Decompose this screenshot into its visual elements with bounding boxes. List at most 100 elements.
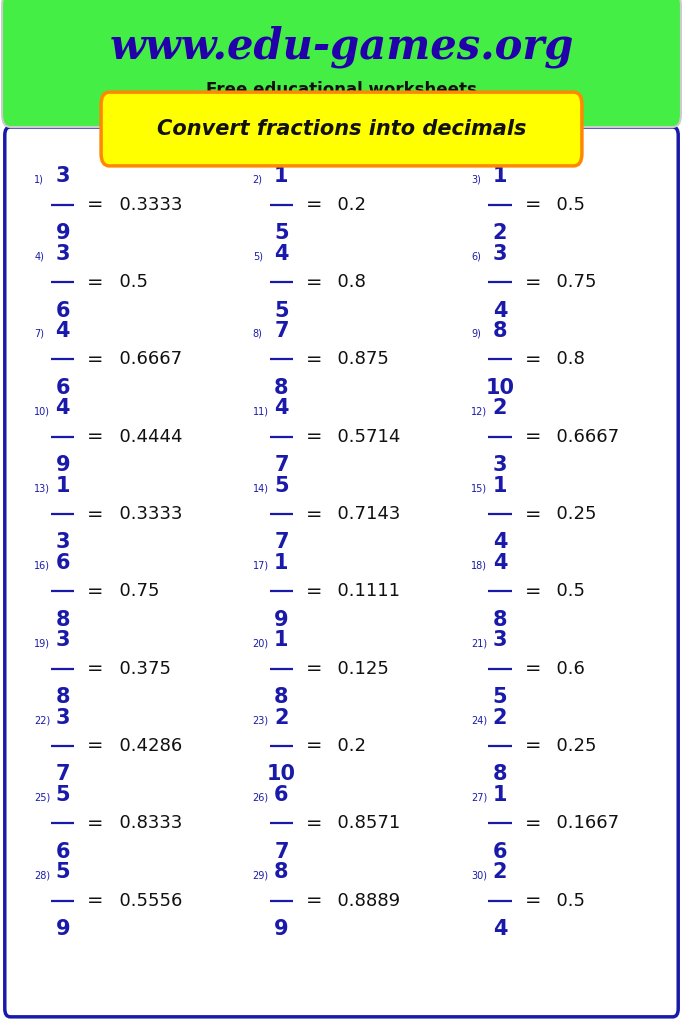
Text: 18): 18) [471, 561, 487, 570]
Text: 8): 8) [253, 329, 262, 339]
Text: 23): 23) [253, 716, 269, 725]
Text: =: = [306, 272, 322, 292]
Text: 4: 4 [492, 920, 507, 939]
Text: 7): 7) [34, 329, 44, 339]
Text: =: = [306, 505, 322, 523]
Text: 1: 1 [55, 475, 70, 496]
Text: 10: 10 [486, 378, 514, 398]
Text: =: = [87, 272, 104, 292]
Text: Convert fractions into decimals: Convert fractions into decimals [157, 119, 526, 139]
Text: 4): 4) [34, 252, 44, 261]
Text: 3: 3 [55, 708, 70, 727]
Text: 6): 6) [471, 252, 481, 261]
Text: 2: 2 [492, 223, 507, 244]
Text: 0.25: 0.25 [545, 737, 596, 755]
Text: 0.4444: 0.4444 [108, 428, 182, 445]
Text: 1: 1 [274, 166, 289, 186]
Text: 21): 21) [471, 638, 488, 648]
Text: 3: 3 [55, 244, 70, 263]
Text: 5: 5 [274, 223, 289, 244]
Text: 0.4286: 0.4286 [108, 737, 182, 755]
Text: 0.8: 0.8 [326, 273, 366, 291]
Text: 5: 5 [492, 687, 507, 708]
Text: 1: 1 [492, 475, 507, 496]
Text: =: = [525, 427, 541, 446]
Text: 9: 9 [274, 609, 289, 630]
Text: =: = [87, 736, 104, 756]
Text: 0.5714: 0.5714 [326, 428, 401, 445]
Text: 10: 10 [267, 764, 296, 784]
Text: 1: 1 [492, 166, 507, 186]
Text: 5: 5 [274, 475, 289, 496]
Text: 2): 2) [253, 174, 263, 184]
Text: =: = [87, 505, 104, 523]
Text: 9): 9) [471, 329, 481, 339]
Text: 0.3333: 0.3333 [108, 196, 182, 214]
Text: 11): 11) [253, 407, 268, 416]
Text: 2: 2 [492, 708, 507, 727]
Text: 3: 3 [492, 455, 507, 475]
Text: 10): 10) [34, 407, 50, 416]
Text: 0.3333: 0.3333 [108, 505, 182, 523]
Text: 4: 4 [492, 532, 507, 553]
Text: 0.25: 0.25 [545, 505, 596, 523]
Text: 8: 8 [274, 862, 289, 882]
Text: 7: 7 [274, 321, 289, 341]
Text: 8: 8 [274, 687, 289, 708]
Text: 1): 1) [34, 174, 44, 184]
Text: Free educational worksheets: Free educational worksheets [206, 81, 477, 99]
Text: 3: 3 [492, 630, 507, 650]
Text: =: = [87, 659, 104, 678]
Text: =: = [306, 736, 322, 756]
Text: 0.875: 0.875 [326, 350, 389, 369]
Text: 4: 4 [492, 553, 507, 572]
Text: =: = [525, 272, 541, 292]
Text: =: = [87, 582, 104, 601]
Text: 19): 19) [34, 638, 50, 648]
Text: 24): 24) [471, 716, 488, 725]
Text: 9: 9 [55, 223, 70, 244]
Text: 27): 27) [471, 793, 488, 803]
Text: 0.5: 0.5 [545, 892, 585, 909]
Text: 0.2: 0.2 [326, 196, 367, 214]
Text: 0.125: 0.125 [326, 659, 389, 678]
FancyBboxPatch shape [2, 0, 681, 127]
Text: 0.5: 0.5 [545, 196, 585, 214]
Text: 0.8333: 0.8333 [108, 814, 182, 833]
Text: 4: 4 [55, 398, 70, 418]
Text: 3: 3 [55, 532, 70, 553]
Text: 3: 3 [55, 630, 70, 650]
Text: 7: 7 [274, 532, 289, 553]
Text: 3: 3 [55, 166, 70, 186]
Text: 0.6: 0.6 [545, 659, 585, 678]
Text: 2: 2 [274, 708, 289, 727]
Text: 6: 6 [492, 842, 507, 862]
Text: =: = [306, 659, 322, 678]
Text: 4: 4 [274, 244, 289, 263]
Text: 30): 30) [471, 870, 487, 880]
Text: =: = [87, 196, 104, 214]
Text: www.edu-games.org: www.edu-games.org [109, 26, 574, 69]
Text: 15): 15) [471, 483, 488, 494]
Text: =: = [525, 736, 541, 756]
Text: =: = [87, 427, 104, 446]
Text: 8: 8 [274, 378, 289, 398]
Text: 20): 20) [253, 638, 269, 648]
Text: 8: 8 [492, 609, 507, 630]
Text: =: = [525, 505, 541, 523]
Text: =: = [525, 659, 541, 678]
Text: 7: 7 [274, 842, 289, 862]
Text: 0.75: 0.75 [545, 273, 596, 291]
Text: =: = [87, 891, 104, 910]
Text: 2: 2 [492, 862, 507, 882]
Text: 14): 14) [253, 483, 268, 494]
Text: =: = [306, 582, 322, 601]
Text: 13): 13) [34, 483, 50, 494]
Text: =: = [525, 196, 541, 214]
Text: 4: 4 [274, 398, 289, 418]
Text: 22): 22) [34, 716, 51, 725]
Text: 12): 12) [471, 407, 488, 416]
Text: =: = [306, 814, 322, 833]
Text: 7: 7 [55, 764, 70, 784]
Text: 1: 1 [274, 630, 289, 650]
